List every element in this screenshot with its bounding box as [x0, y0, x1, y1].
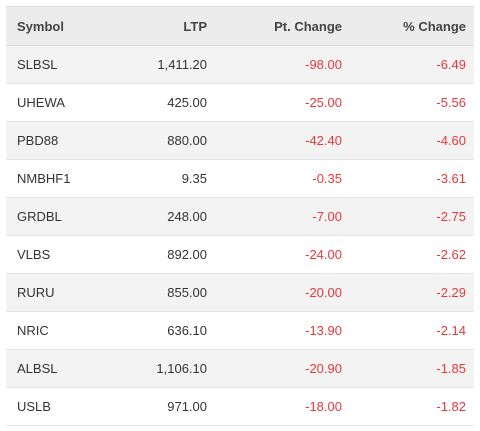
table-row[interactable]: RURU 855.00 -20.00 -2.29 [6, 274, 474, 312]
ltp-cell: 855.00 [167, 285, 207, 300]
ltp-cell: 1,411.20 [157, 57, 207, 72]
column-header-pct-change[interactable]: % Change [403, 18, 466, 34]
symbol-cell[interactable]: RURU [17, 285, 55, 300]
table-row[interactable]: NMBHF1 9.35 -0.35 -3.61 [6, 160, 474, 198]
pt-change-cell: -13.90 [305, 323, 342, 338]
pct-change-cell: -3.61 [436, 171, 466, 186]
pt-change-cell: -42.40 [305, 133, 342, 148]
pct-change-cell: -2.29 [436, 285, 466, 300]
pt-change-cell: -18.00 [305, 399, 342, 414]
pct-change-cell: -2.62 [436, 247, 466, 262]
table-row[interactable]: GRDBL 248.00 -7.00 -2.75 [6, 198, 474, 236]
pct-change-cell: -2.75 [436, 209, 466, 224]
symbol-cell[interactable]: GRDBL [17, 209, 62, 224]
ltp-cell: 9.35 [181, 171, 207, 186]
table-row[interactable]: ALBSL 1,106.10 -20.90 -1.85 [6, 350, 474, 388]
column-header-ltp[interactable]: LTP [183, 18, 207, 34]
pt-change-cell: -24.00 [305, 247, 342, 262]
symbol-cell[interactable]: UHEWA [17, 95, 65, 110]
ltp-cell: 1,106.10 [156, 361, 207, 376]
pt-change-cell: -25.00 [305, 95, 342, 110]
ltp-cell: 248.00 [167, 209, 207, 224]
symbol-cell[interactable]: VLBS [17, 247, 51, 262]
symbol-cell[interactable]: PBD88 [17, 133, 59, 148]
table-row[interactable]: VLBS 892.00 -24.00 -2.62 [6, 236, 474, 274]
ltp-cell: 636.10 [167, 323, 207, 338]
pct-change-cell: -1.82 [436, 399, 466, 414]
top-losers-table: Symbol LTP Pt. Change % Change SLBSL 1,41… [6, 6, 474, 426]
pct-change-cell: -1.85 [436, 361, 466, 376]
table-row[interactable]: UHEWA 425.00 -25.00 -5.56 [6, 84, 474, 122]
column-header-symbol[interactable]: Symbol [17, 18, 64, 34]
pct-change-cell: -6.49 [436, 57, 466, 72]
table-row[interactable]: PBD88 880.00 -42.40 -4.60 [6, 122, 474, 160]
ltp-cell: 880.00 [167, 133, 207, 148]
table-row[interactable]: SLBSL 1,411.20 -98.00 -6.49 [6, 46, 474, 84]
table-row[interactable]: USLB 971.00 -18.00 -1.82 [6, 388, 474, 426]
column-header-pt-change[interactable]: Pt. Change [274, 18, 342, 34]
pt-change-cell: -7.00 [312, 209, 342, 224]
pt-change-cell: -20.90 [305, 361, 342, 376]
pt-change-cell: -20.00 [305, 285, 342, 300]
pt-change-cell: -0.35 [312, 171, 342, 186]
symbol-cell[interactable]: NRIC [17, 323, 49, 338]
symbol-cell[interactable]: USLB [17, 399, 51, 414]
pt-change-cell: -98.00 [305, 57, 342, 72]
ltp-cell: 971.00 [167, 399, 207, 414]
table-header-row: Symbol LTP Pt. Change % Change [6, 7, 474, 46]
pct-change-cell: -5.56 [436, 95, 466, 110]
pct-change-cell: -2.14 [436, 323, 466, 338]
table-row[interactable]: NRIC 636.10 -13.90 -2.14 [6, 312, 474, 350]
ltp-cell: 425.00 [167, 95, 207, 110]
symbol-cell[interactable]: ALBSL [17, 361, 58, 376]
symbol-cell[interactable]: SLBSL [17, 57, 58, 72]
ltp-cell: 892.00 [167, 247, 207, 262]
symbol-cell[interactable]: NMBHF1 [17, 171, 71, 186]
pct-change-cell: -4.60 [436, 133, 466, 148]
